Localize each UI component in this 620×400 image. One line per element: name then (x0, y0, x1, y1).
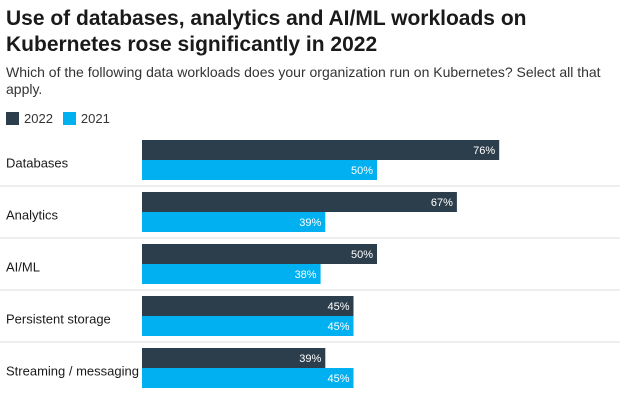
bar-2022-databases (142, 140, 500, 160)
data-label-2022-ai-ml: 50% (351, 249, 373, 261)
data-label-2022-persistent-storage: 45% (327, 301, 349, 313)
legend-label-2022: 2022 (24, 110, 53, 126)
legend-swatch-2022 (6, 111, 19, 125)
data-label-2021-streaming-messaging: 45% (327, 373, 349, 385)
data-label-2021-analytics: 39% (299, 217, 321, 229)
data-label-2022-streaming-messaging: 39% (299, 353, 321, 365)
bar-2021-databases (142, 160, 377, 180)
data-label-2022-analytics: 67% (431, 197, 453, 209)
bar-2022-streaming-messaging (142, 348, 326, 368)
bar-2022-analytics (142, 192, 457, 212)
data-label-2022-databases: 76% (473, 145, 495, 157)
legend-item-2021: 2021 (62, 110, 110, 126)
bar-2021-persistent-storage (142, 316, 354, 336)
chart-subtitle: Which of the following data workloads do… (6, 64, 601, 97)
legend-swatch-2021 (62, 111, 76, 125)
category-label-analytics: Analytics (6, 207, 59, 222)
legend-label-2021: 2021 (80, 110, 110, 126)
bar-2021-ai-ml (142, 264, 321, 284)
bar-2022-persistent-storage (142, 296, 354, 316)
category-label-streaming-messaging: Streaming / messaging (6, 363, 139, 378)
category-label-databases: Databases (6, 155, 69, 170)
category-label-persistent-storage: Persistent storage (6, 311, 111, 326)
data-label-2021-databases: 50% (351, 165, 373, 177)
category-label-ai-ml: AI/ML (6, 259, 40, 274)
data-label-2021-persistent-storage: 45% (327, 321, 349, 333)
bar-2021-streaming-messaging (142, 368, 354, 388)
legend-item-2022: 2022 (6, 111, 53, 126)
chart-title: Use of databases, analytics and AI/ML wo… (6, 7, 527, 56)
bar-chart: Databases 76% 50% Analytics 67% 39% AI/ML 50% 38… (0, 140, 620, 388)
bar-2021-analytics (142, 212, 326, 232)
legend: 2022 2021 (6, 110, 120, 126)
data-label-2021-ai-ml: 38% (295, 269, 317, 281)
bar-2022-ai-ml (142, 244, 377, 264)
